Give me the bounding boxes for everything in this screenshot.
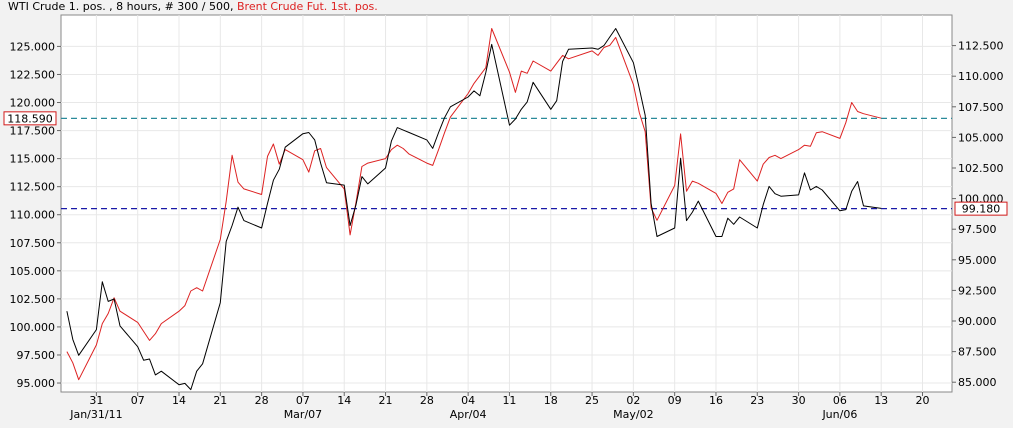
right-tick-label: 110.000 bbox=[958, 70, 1004, 83]
right-tick-label: 105.000 bbox=[958, 131, 1004, 144]
brent-series-line bbox=[66, 28, 882, 381]
right-tick-label: 87.500 bbox=[958, 346, 997, 359]
x-tick-label: 14 bbox=[172, 394, 186, 407]
x-month-label: Jan/31/11 bbox=[69, 408, 122, 421]
x-tick-label: 09 bbox=[668, 394, 682, 407]
left-tick-label: 105.000 bbox=[10, 265, 56, 278]
ref-label-wti_last: 99.180 bbox=[962, 203, 1001, 216]
ref-label-box bbox=[954, 201, 1008, 216]
left-tick-label: 122.500 bbox=[10, 68, 56, 81]
left-tick-label: 115.000 bbox=[10, 153, 56, 166]
left-tick-label: 117.500 bbox=[10, 125, 56, 138]
left-tick-label: 95.000 bbox=[17, 377, 56, 390]
x-month-label: May/02 bbox=[613, 408, 653, 421]
chart-title: WTI Crude 1. pos. , 8 hours, # 300 / 500… bbox=[8, 0, 378, 13]
x-tick-label: 20 bbox=[915, 394, 929, 407]
x-month-label: Jun/06 bbox=[821, 408, 857, 421]
right-tick-label: 85.000 bbox=[958, 376, 997, 389]
left-tick-label: 102.500 bbox=[10, 293, 56, 306]
ref-label-brent_last: 118.590 bbox=[7, 112, 53, 125]
right-tick-label: 92.500 bbox=[958, 284, 997, 297]
grid-lines bbox=[61, 15, 952, 392]
left-tick-label: 125.000 bbox=[10, 40, 56, 53]
x-tick-label: 21 bbox=[379, 394, 393, 407]
x-tick-label: 14 bbox=[337, 394, 351, 407]
x-tick-label: 04 bbox=[461, 394, 475, 407]
left-y-axis: 95.000 97.500 100.000 102.500 105.000 107.500… bbox=[10, 40, 61, 390]
title-wti: WTI Crude 1. pos. , 8 hours, # 300 / 500… bbox=[8, 0, 237, 13]
plot-area bbox=[60, 14, 953, 393]
wti-series-line bbox=[66, 28, 882, 391]
x-tick-label: 30 bbox=[792, 394, 806, 407]
x-tick-label: 21 bbox=[213, 394, 227, 407]
ref-label-box bbox=[3, 111, 57, 126]
title-brent: Brent Crude Fut. 1st. pos. bbox=[237, 0, 378, 13]
right-tick-label: 102.500 bbox=[958, 162, 1004, 175]
right-tick-label: 112.500 bbox=[958, 40, 1004, 53]
right-tick-label: 97.500 bbox=[958, 223, 997, 236]
series-layer bbox=[66, 28, 882, 391]
x-tick-label: 23 bbox=[750, 394, 764, 407]
x-tick-label: 07 bbox=[131, 394, 145, 407]
left-tick-label: 107.500 bbox=[10, 237, 56, 250]
x-tick-label: 11 bbox=[502, 394, 516, 407]
x-tick-label: 02 bbox=[626, 394, 640, 407]
left-tick-label: 100.000 bbox=[10, 321, 56, 334]
x-tick-label: 25 bbox=[585, 394, 599, 407]
x-tick-label: 28 bbox=[420, 394, 434, 407]
reference-lines bbox=[61, 117, 952, 210]
left-tick-label: 120.000 bbox=[10, 97, 56, 110]
x-tick-label: 06 bbox=[833, 394, 847, 407]
x-tick-label: 18 bbox=[544, 394, 558, 407]
x-tick-label: 07 bbox=[296, 394, 310, 407]
reference-labels: 118.590 99.180 bbox=[3, 111, 1008, 216]
right-tick-label: 107.500 bbox=[958, 101, 1004, 114]
x-tick-label: 31 bbox=[89, 394, 103, 407]
right-tick-label: 90.000 bbox=[958, 315, 997, 328]
x-axis: 31 07 14 21 28 07 14 21 28 04 11 18 25 02 09 16 23 30 06 13… bbox=[69, 392, 929, 421]
x-tick-label: 16 bbox=[709, 394, 723, 407]
x-month-label: Mar/07 bbox=[284, 408, 322, 421]
left-tick-label: 112.500 bbox=[10, 181, 56, 194]
x-month-label: Apr/04 bbox=[450, 408, 487, 421]
right-tick-label: 95.000 bbox=[958, 254, 997, 267]
left-tick-label: 97.500 bbox=[17, 349, 56, 362]
x-tick-label: 13 bbox=[874, 394, 888, 407]
x-tick-label: 28 bbox=[255, 394, 269, 407]
left-tick-label: 110.000 bbox=[10, 209, 56, 222]
